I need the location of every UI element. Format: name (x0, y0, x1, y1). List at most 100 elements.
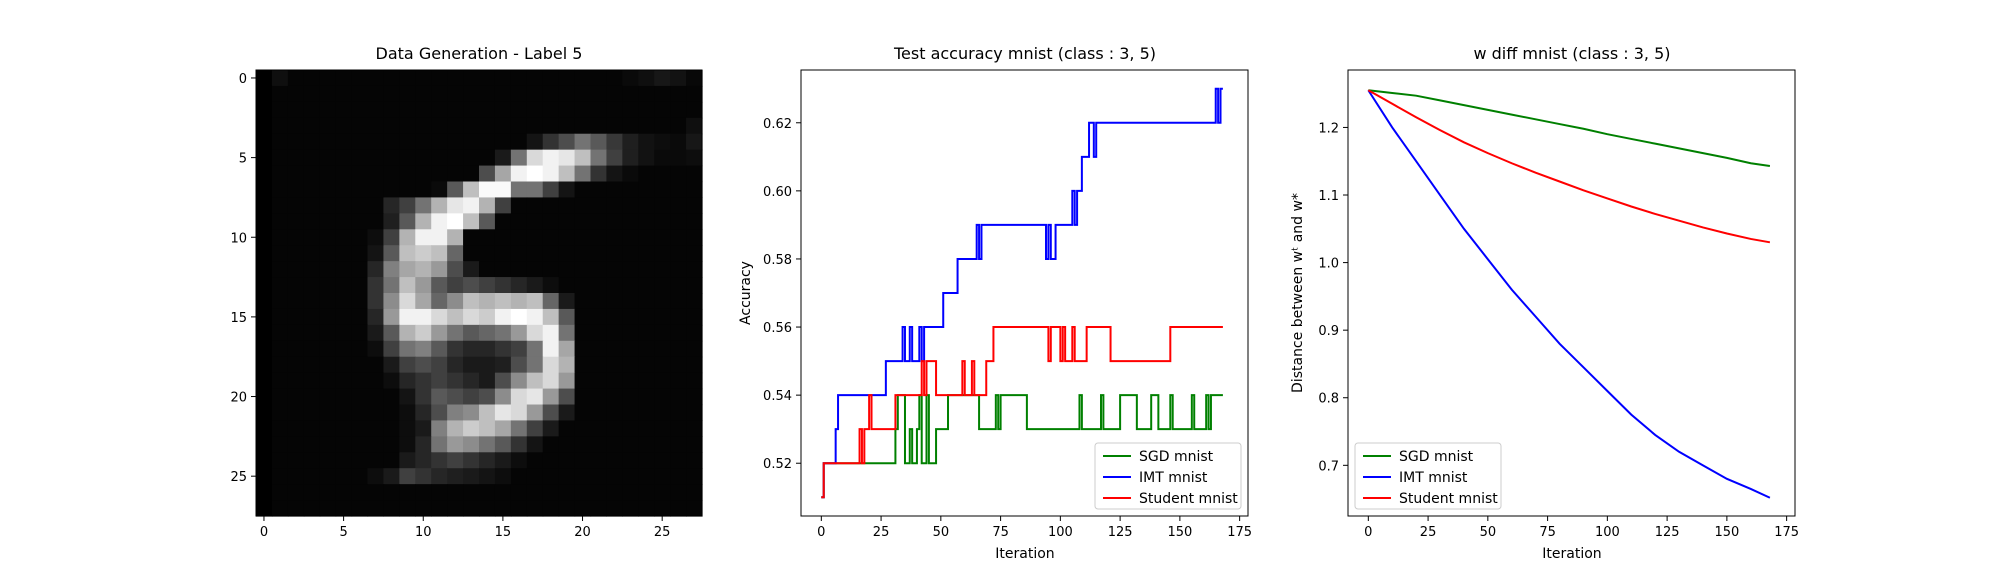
image-pixel (431, 340, 448, 358)
image-pixel (415, 372, 432, 390)
image-pixel (479, 388, 496, 406)
image-pixel (415, 85, 432, 103)
image-pixel (606, 388, 623, 406)
image-pixel (590, 197, 608, 214)
image-pixel (686, 117, 703, 135)
image-pixel (335, 452, 353, 469)
image-pixel (367, 484, 385, 501)
image-pixel (526, 277, 544, 294)
image-pixel (447, 324, 464, 342)
image-pixel (335, 133, 353, 151)
image-pixel (351, 293, 369, 310)
image-pixel (670, 404, 687, 422)
image-pixel (590, 468, 608, 485)
image-pixel (622, 277, 639, 294)
image-pixel (606, 181, 623, 199)
image-pixel (335, 277, 353, 294)
image-pixel (415, 452, 432, 469)
image-pixel (351, 308, 369, 326)
image-pixel (399, 101, 416, 119)
image-pixel (431, 213, 448, 230)
image-pixel (542, 388, 560, 406)
image-pixel (303, 85, 321, 103)
image-pixel (622, 101, 639, 119)
image-pixel (335, 308, 353, 326)
image-pixel (622, 181, 639, 199)
image-pixel (494, 245, 512, 262)
image-pixel (335, 484, 353, 501)
image-pixel (542, 229, 560, 246)
image-pixel (399, 468, 416, 485)
image-pixel (287, 213, 305, 230)
image-pixel (494, 324, 512, 342)
p2-x-tick-label: 100 (1048, 525, 1073, 540)
p3-y-tick-label: 1.0 (1318, 257, 1339, 272)
p3-x-tick-label: 125 (1655, 525, 1680, 540)
image-pixel (287, 372, 305, 390)
image-pixel (542, 70, 560, 87)
image-pixel (335, 165, 353, 183)
image-pixel (431, 181, 448, 199)
image-pixel (271, 261, 289, 278)
image-pixel (542, 261, 560, 278)
image-pixel (686, 293, 703, 310)
image-pixel (686, 420, 703, 437)
image-pixel (431, 85, 448, 103)
image-pixel (399, 181, 416, 199)
image-pixel (271, 149, 289, 167)
image-pixel (479, 261, 496, 278)
image-pixel (287, 197, 305, 214)
image-pixel (415, 500, 432, 517)
image-pixel (606, 85, 623, 103)
image-pixel (654, 500, 671, 517)
image-pixel (463, 213, 480, 230)
image-pixel (399, 85, 416, 103)
p3-y-tick-label: 0.7 (1318, 459, 1339, 474)
image-pixel (510, 436, 528, 453)
wdiff-panel-title: w diff mnist (class : 3, 5) (1473, 44, 1670, 63)
image-pixel (479, 293, 496, 310)
image-pixel (399, 197, 416, 214)
image-pixel (670, 197, 687, 214)
image-panel: Data Generation - Label 5 0 5 10 15 20 25 0 5 10… (230, 44, 703, 540)
image-pixel (256, 149, 273, 167)
image-pixel (638, 372, 655, 390)
image-pixel (256, 165, 273, 183)
image-pixel (574, 229, 592, 246)
image-pixel (447, 117, 464, 135)
image-pixel (319, 356, 337, 374)
image-pixel (415, 133, 432, 151)
image-pixel (287, 261, 305, 278)
image-pixel (494, 293, 512, 310)
image-pixel (287, 404, 305, 422)
image-pixel (319, 101, 337, 119)
image-pixel (447, 133, 464, 151)
image-pixel (383, 245, 400, 262)
image-pixel (367, 213, 385, 230)
image-pixel (287, 420, 305, 437)
image-pixel (351, 70, 369, 87)
image-pixel (335, 181, 353, 199)
p2-legend-entry-0: SGD mnist (1139, 449, 1214, 465)
image-pixel (367, 165, 385, 183)
image-pixel (431, 500, 448, 517)
image-pixel (463, 420, 480, 437)
image-pixel (622, 165, 639, 183)
image-pixel (351, 372, 369, 390)
image-pixel (686, 165, 703, 183)
image-pixel (303, 356, 321, 374)
image-pixel (670, 133, 687, 151)
image-pixel (463, 324, 480, 342)
image-pixel (303, 117, 321, 135)
image-pixel (622, 229, 639, 246)
image-pixel (463, 452, 480, 469)
image-pixel (494, 500, 512, 517)
image-pixel (271, 468, 289, 485)
p2-x-tick-label: 75 (992, 525, 1009, 540)
p2-y-tick-label: 0.56 (763, 321, 792, 336)
image-pixel (431, 356, 448, 374)
image-pixel (335, 372, 353, 390)
image-pixel (351, 404, 369, 422)
image-pixel (590, 372, 608, 390)
image-pixel (622, 245, 639, 262)
